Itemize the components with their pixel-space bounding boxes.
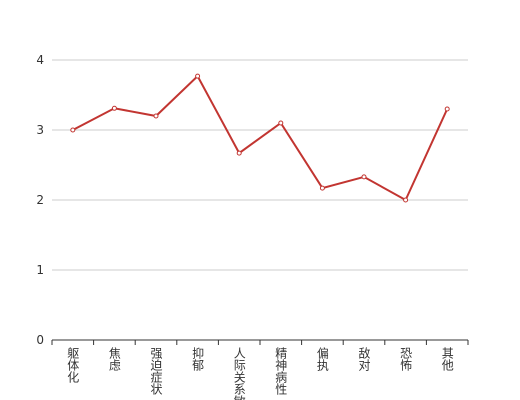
x-tick-label: 躯体化 — [66, 346, 80, 384]
x-tick-label: 强迫症状 — [149, 347, 163, 395]
point — [153, 113, 159, 119]
x-tick-label: 恐怖 — [399, 347, 413, 371]
point — [111, 105, 117, 111]
x-tick-label: 抑郁 — [191, 346, 205, 372]
y-tick-label: 3 — [36, 123, 44, 137]
point — [444, 106, 450, 112]
point — [236, 150, 242, 156]
point — [278, 120, 284, 126]
x-tick-label: 偏执 — [315, 346, 329, 372]
point — [403, 197, 409, 203]
x-tick-label: 敌对 — [357, 346, 371, 371]
point — [361, 174, 367, 180]
y-tick-label: 4 — [36, 53, 44, 67]
x-tick-label: 其他 — [440, 347, 454, 371]
y-tick-label: 0 — [36, 333, 44, 347]
y-tick-label: 2 — [36, 193, 44, 207]
line — [72, 74, 449, 202]
x-tick-label: 精神病性 — [274, 347, 288, 396]
x-tick-label: 人际关系敏感 — [232, 347, 246, 400]
x-tick-label: 焦虑 — [107, 347, 121, 371]
point — [195, 73, 201, 79]
point — [319, 185, 325, 191]
point — [70, 127, 76, 133]
y-tick-label: 1 — [36, 263, 44, 277]
